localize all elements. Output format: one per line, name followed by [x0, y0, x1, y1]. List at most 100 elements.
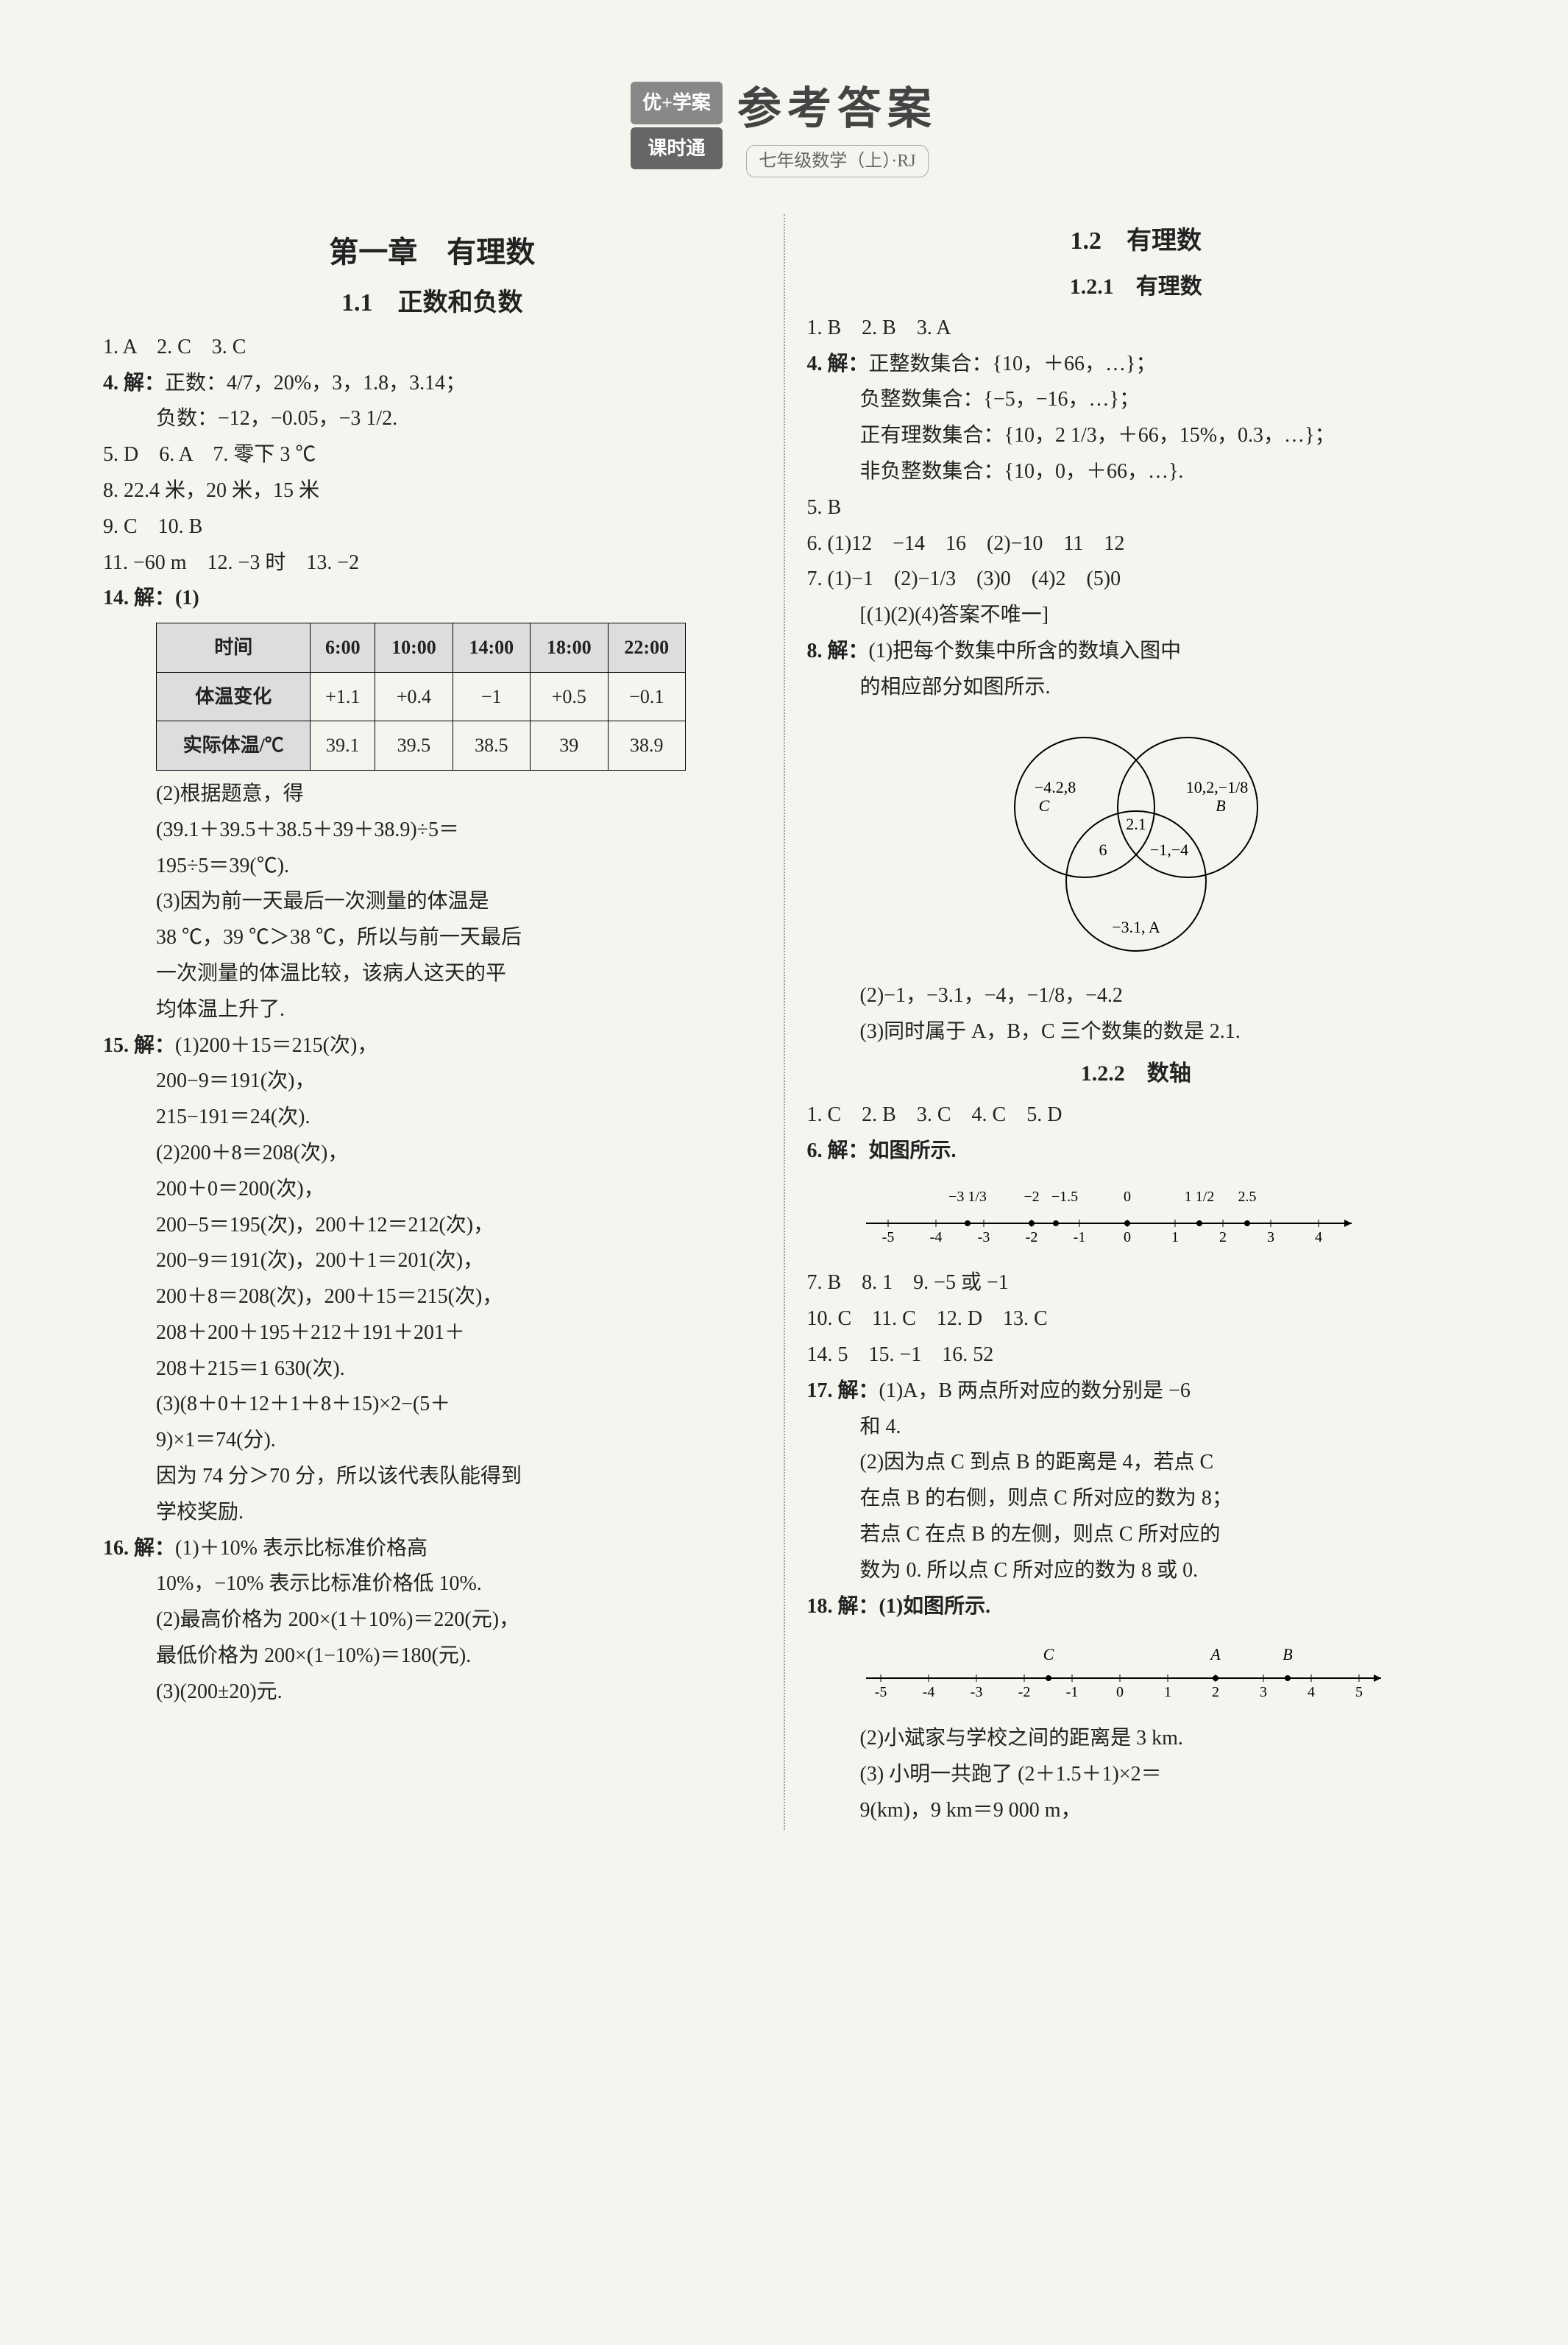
table-cell: 39	[531, 721, 608, 771]
table-cell: 38.9	[608, 721, 686, 771]
venn-c-text: −4.2,8	[1035, 778, 1076, 796]
svg-text:1 1/2: 1 1/2	[1184, 1189, 1214, 1205]
row-label: 体温变化	[157, 672, 311, 721]
q-label: 8. 解：	[807, 640, 869, 662]
answer-line: 18. 解：(1)如图所示.	[807, 1591, 1466, 1624]
venn-center: 2.1	[1126, 815, 1146, 833]
table-cell: 39.5	[375, 721, 453, 771]
svg-text:4: 4	[1308, 1684, 1315, 1700]
svg-text:B: B	[1283, 1645, 1292, 1663]
svg-text:-5: -5	[874, 1684, 887, 1700]
section-1-1-title: 1.1 正数和负数	[103, 283, 762, 323]
answer-line: (3) 小明一共跑了 (2＋1.5＋1)×2＝	[807, 1758, 1466, 1792]
answer-text: 正数：4/7，20%，3，1.8，3.14；	[165, 372, 466, 395]
answer-line: 数为 0. 所以点 C 所对应的数为 8 或 0.	[807, 1555, 1466, 1588]
svg-text:-2: -2	[1025, 1229, 1037, 1245]
answer-line: 均体温上升了.	[103, 994, 762, 1027]
svg-text:0: 0	[1116, 1684, 1124, 1700]
q-label: 16. 解：	[103, 1537, 175, 1560]
answer-line: 4. 解：正数：4/7，20%，3，1.8，3.14；	[103, 367, 762, 400]
table-header: 时间	[157, 623, 311, 673]
svg-text:−3 1/3: −3 1/3	[948, 1189, 987, 1205]
answer-line: 6. (1)12 −14 16 (2)−10 11 12	[807, 528, 1466, 561]
column-divider	[784, 214, 785, 1830]
number-line-1: -5 -4 -3 -2 -1 0 1 2 3 4 −3 1/3 −2 −1.5 …	[807, 1179, 1466, 1256]
svg-text:1: 1	[1171, 1229, 1179, 1245]
answer-line: 在点 B 的右侧，则点 C 所对应的数为 8；	[807, 1482, 1466, 1515]
table-header: 18:00	[531, 623, 608, 673]
answer-line: [(1)(2)(4)答案不唯一]	[807, 599, 1466, 632]
svg-text:1: 1	[1164, 1684, 1171, 1700]
answer-line: 因为 74 分＞70 分，所以该代表队能得到	[103, 1460, 762, 1493]
svg-text:-1: -1	[1065, 1684, 1078, 1700]
svg-text:3: 3	[1267, 1229, 1274, 1245]
table-cell: −1	[453, 672, 530, 721]
svg-text:-4: -4	[922, 1684, 934, 1700]
answer-line: 若点 C 在点 B 的左侧，则点 C 所对应的	[807, 1518, 1466, 1552]
svg-text:2: 2	[1219, 1229, 1227, 1245]
svg-text:0: 0	[1124, 1229, 1131, 1245]
answer-line: 195÷5＝39(℃).	[103, 850, 762, 883]
table-header: 14:00	[453, 623, 530, 673]
table-cell: 39.1	[311, 721, 375, 771]
answer-line: 7. (1)−1 (2)−1/3 (3)0 (4)2 (5)0	[807, 563, 1466, 596]
svg-text:-3: -3	[970, 1684, 982, 1700]
logo-badge-group: 优+学案 课时通	[631, 82, 723, 169]
q-label: 15. 解：	[103, 1034, 175, 1057]
answer-line: 4. 解：正整数集合：{10，＋66，…}；	[807, 348, 1466, 381]
answer-line: (3)同时属于 A，B，C 三个数集的数是 2.1.	[807, 1016, 1466, 1049]
answer-line: 5. D 6. A 7. 零下 3 ℃	[103, 439, 762, 472]
numline1-svg: -5 -4 -3 -2 -1 0 1 2 3 4 −3 1/3 −2 −1.5 …	[851, 1179, 1366, 1245]
answer-text: (1)A，B 两点所对应的数分别是 −6	[879, 1379, 1191, 1402]
table-cell: −0.1	[608, 672, 686, 721]
answer-line: 16. 解：(1)＋10% 表示比标准价格高	[103, 1532, 762, 1566]
answer-line: 11. −60 m 12. −3 时 13. −2	[103, 547, 762, 580]
svg-text:−1.5: −1.5	[1051, 1189, 1077, 1205]
svg-text:-5: -5	[881, 1229, 894, 1245]
answer-line: 208＋200＋195＋212＋191＋201＋	[103, 1317, 762, 1350]
answer-line: 9)×1＝74(分).	[103, 1424, 762, 1457]
answer-line: 208＋215＝1 630(次).	[103, 1353, 762, 1386]
table-header: 10:00	[375, 623, 453, 673]
answer-line: 17. 解：(1)A，B 两点所对应的数分别是 −6	[807, 1375, 1466, 1408]
svg-text:-1: -1	[1073, 1229, 1085, 1245]
logo-text: 优+学案	[631, 82, 723, 124]
table-header: 22:00	[608, 623, 686, 673]
answer-line: 1. A 2. C 3. C	[103, 331, 762, 364]
q-label: 4. 解：	[103, 372, 165, 395]
numline2-svg: -5 -4 -3 -2 -1 0 1 2 3 4 5 C A B	[851, 1634, 1396, 1700]
svg-text:C: C	[1043, 1645, 1054, 1663]
answer-line: 9. C 10. B	[103, 511, 762, 544]
venn-c-label: C	[1038, 796, 1049, 815]
venn-ba: −1,−4	[1150, 841, 1188, 859]
svg-text:4: 4	[1315, 1229, 1322, 1245]
answer-text: (1)把每个数集中所含的数填入图中	[869, 640, 1182, 662]
answer-text: 正整数集合：{10，＋66，…}；	[869, 353, 1157, 375]
answer-line: (2)根据题意，得	[103, 778, 762, 811]
row-label: 实际体温/℃	[157, 721, 311, 771]
answer-line: 1. B 2. B 3. A	[807, 312, 1466, 345]
left-column: 第一章 有理数 1.1 正数和负数 1. A 2. C 3. C 4. 解：正数…	[103, 214, 762, 1830]
answer-line: 5. B	[807, 492, 1466, 525]
section-1-2-1-title: 1.2.1 有理数	[807, 269, 1466, 305]
section-1-2-title: 1.2 有理数	[807, 222, 1466, 261]
venn-diagram: −4.2,8 C 10,2,−1/8 B 2.1 6 −1,−4 −3.1, A	[807, 719, 1466, 966]
venn-a-label: −3.1, A	[1112, 918, 1160, 936]
subtitle: 七年级数学（上）·RJ	[746, 145, 928, 177]
answer-line: 正有理数集合：{10，2 1/3，＋66，15%，0.3，…}；	[807, 420, 1466, 453]
answer-line: 和 4.	[807, 1411, 1466, 1444]
answer-line: 200−5＝195(次)，200＋12＝212(次)，	[103, 1209, 762, 1242]
answer-line: 9(km)，9 km＝9 000 m，	[807, 1794, 1466, 1828]
answer-line: 最低价格为 200×(1−10%)＝180(元).	[103, 1640, 762, 1673]
answer-line: 200＋8＝208(次)，200＋15＝215(次)，	[103, 1281, 762, 1314]
answer-line: 的相应部分如图所示.	[807, 671, 1466, 704]
q-label: 4. 解：	[807, 353, 869, 375]
answer-text: (1)200＋15＝215(次)，	[175, 1034, 377, 1057]
answer-line: 8. 解：(1)把每个数集中所含的数填入图中	[807, 635, 1466, 668]
logo-sub: 课时通	[631, 127, 723, 170]
answer-line: 10. C 11. C 12. D 13. C	[807, 1303, 1466, 1336]
answer-text: (1)＋10% 表示比标准价格高	[175, 1537, 428, 1560]
venn-cb: 6	[1099, 841, 1107, 859]
table-cell: +0.4	[375, 672, 453, 721]
table-cell: +1.1	[311, 672, 375, 721]
